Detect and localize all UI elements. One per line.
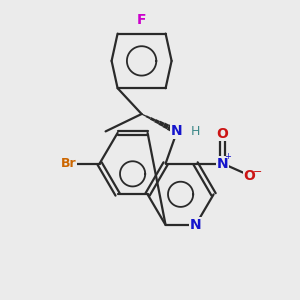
- Text: N: N: [171, 124, 183, 138]
- Text: O: O: [244, 169, 256, 182]
- Text: O: O: [217, 127, 229, 140]
- Text: F: F: [137, 13, 146, 26]
- Text: N: N: [190, 218, 201, 232]
- Text: −: −: [253, 167, 263, 178]
- Text: H: H: [191, 125, 200, 138]
- Text: Br: Br: [61, 157, 77, 170]
- Text: N: N: [217, 157, 228, 170]
- Text: +: +: [225, 152, 231, 161]
